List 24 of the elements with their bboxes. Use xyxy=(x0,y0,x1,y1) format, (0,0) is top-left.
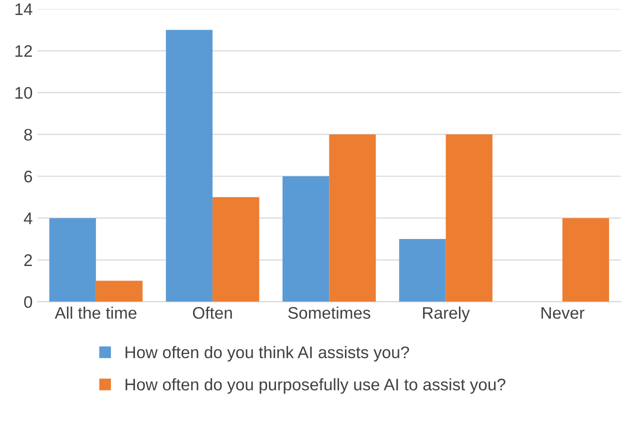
bar xyxy=(96,280,143,302)
x-tick-label: Sometimes xyxy=(288,306,370,319)
y-tick-label: 4 xyxy=(24,212,32,224)
x-tick-label: Rarely xyxy=(423,306,470,322)
x-tick-label: Never xyxy=(542,307,584,319)
y-tick-label: 12 xyxy=(15,45,32,57)
bar xyxy=(562,218,610,302)
bar xyxy=(329,134,376,302)
bar xyxy=(166,30,213,302)
bar xyxy=(282,176,330,302)
x-tick-label: Often xyxy=(192,306,232,319)
y-tick-label: 0 xyxy=(24,296,32,308)
y-tick-label: 14 xyxy=(15,4,32,15)
y-tick-label: 6 xyxy=(24,170,32,182)
legend-label: How often do you purposefully use AI to assist you? xyxy=(126,378,506,394)
y-tick-label: 10 xyxy=(15,86,32,99)
x-tick-label: All the time xyxy=(54,306,136,319)
y-tick-label: 8 xyxy=(24,128,32,141)
legend-label: How often do you think AI assists you? xyxy=(126,346,409,362)
bar xyxy=(399,238,446,302)
bar xyxy=(49,218,96,302)
bar xyxy=(212,197,260,302)
bar xyxy=(446,134,492,302)
y-tick-label: 2 xyxy=(24,254,32,266)
